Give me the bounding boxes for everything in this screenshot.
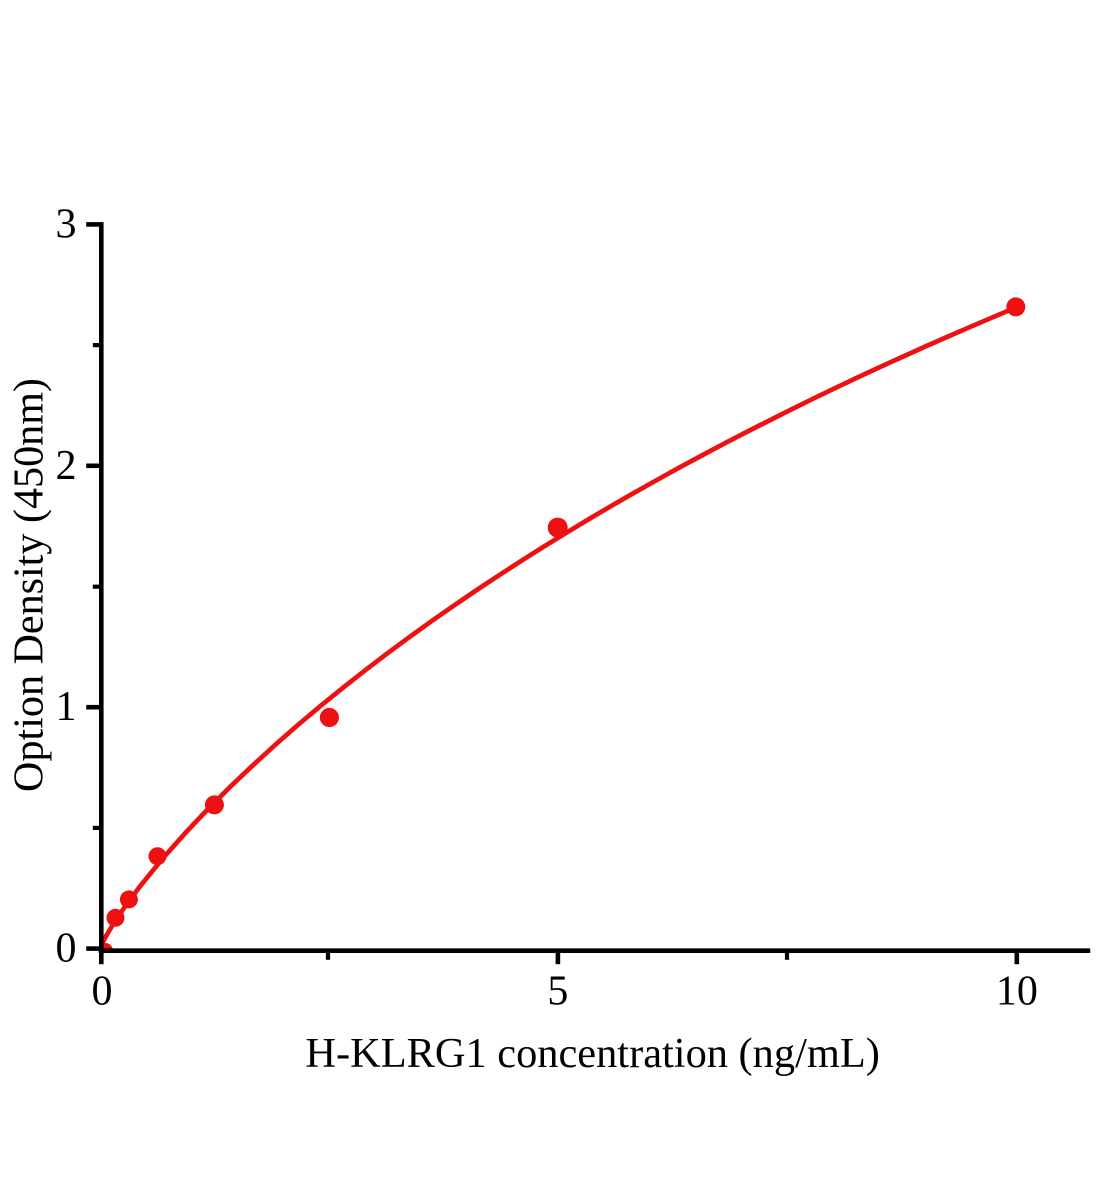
svg-text:Option Density (450nm): Option Density (450nm) [5, 378, 52, 792]
svg-text:2: 2 [56, 443, 77, 489]
svg-text:10: 10 [996, 968, 1038, 1014]
svg-text:3: 3 [56, 201, 77, 247]
svg-text:0: 0 [56, 926, 77, 972]
svg-text:H-KLRG1 concentration (ng/mL): H-KLRG1 concentration (ng/mL) [305, 1030, 879, 1077]
svg-text:1: 1 [56, 684, 77, 730]
svg-text:0: 0 [92, 968, 113, 1014]
svg-text:5: 5 [547, 968, 568, 1014]
